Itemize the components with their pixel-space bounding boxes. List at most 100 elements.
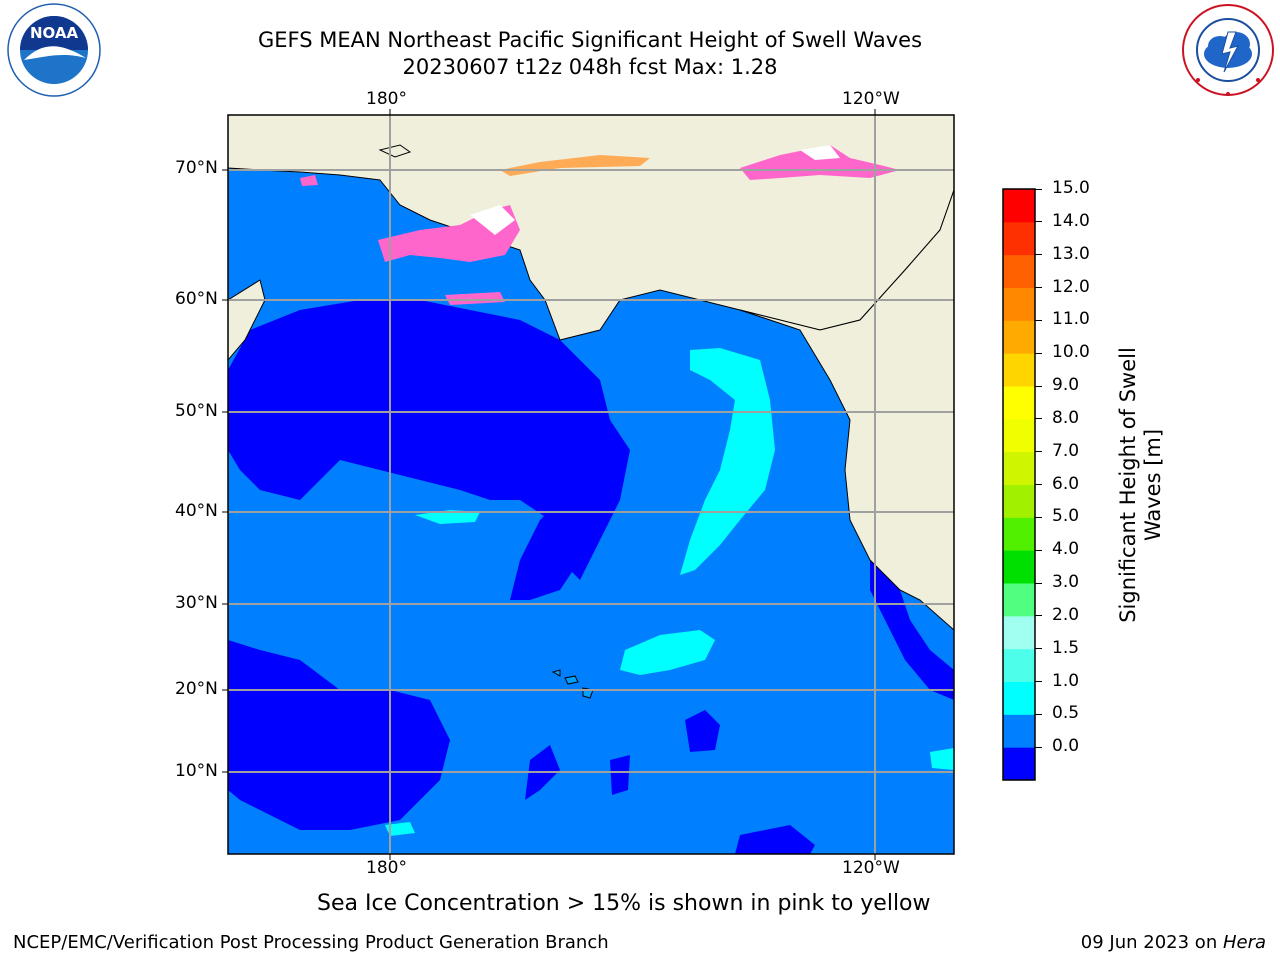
colorbar-tick-mark [1035,582,1042,584]
colorbar-tick-mark [1035,713,1042,715]
colorbar-tick-label: 0.5 [1052,703,1080,724]
lon-label-top-180: 180° [366,89,407,109]
low-swell-patch-3 [685,710,720,752]
colorbar-swatch [1003,550,1035,584]
colorbar-tick-mark [1035,254,1042,256]
gridlines [228,115,954,854]
colorbar-tick-mark [1035,352,1042,354]
colorbar-tick-label: 12.0 [1052,276,1090,297]
swell-patch-hawaii [620,630,715,675]
colorbar-tick-label: 14.0 [1052,210,1090,231]
colorbar-tick-mark [1035,516,1042,518]
lat-label-50n: 50°N [175,401,218,421]
sea-ice-beaufort [740,145,900,180]
sea-ice-east-siberian [300,175,318,186]
low-swell-region-southwest [228,640,450,830]
colorbar-tick-mark [1035,451,1042,453]
footer-credit: NCEP/EMC/Verification Post Processing Pr… [13,932,609,953]
lat-label-40n: 40°N [175,501,218,521]
low-swell-patch-4 [735,825,815,854]
colorbar-swatch [1003,747,1035,781]
colorbar-tick-label: 4.0 [1052,539,1080,560]
colorbar-tick-mark [1035,287,1042,288]
footer-date-text: 09 Jun 2023 on [1080,932,1223,953]
colorbar-tick-mark [1035,221,1042,223]
low-swell-patch-2 [610,755,630,795]
colorbar-tick-label: 15.0 [1052,178,1090,198]
swell-band-east [680,348,775,575]
colorbar-tick-label: 1.0 [1052,670,1080,691]
low-swell-tongue [510,490,590,600]
colorbar-tick-label: 8.0 [1052,407,1080,428]
map-subtitle: 20230607 t12z 048h fcst Max: 1.28 [402,55,778,79]
lon-label-bottom-180: 180° [366,858,407,878]
colorbar-swatch [1003,681,1035,715]
colorbar-tick-label: 3.0 [1052,572,1080,592]
noaa-logo: NOAA [7,3,101,97]
colorbar-swatch [1003,648,1035,682]
colorbar-swatch [1003,517,1035,551]
colorbar-tick-mark [1035,615,1042,617]
map-frame [227,114,955,855]
colorbar-swatch [1003,221,1035,256]
colorbar-swatch [1003,320,1035,354]
lat-label-70n: 70°N [175,158,218,178]
sea-ice-beaufort-core [800,145,840,160]
footer-date: 09 Jun 2023 on Hera [1081,932,1266,953]
colorbar-swatch [1003,386,1035,420]
colorbar-swatch [1003,583,1035,617]
lat-label-10n: 10°N [175,761,218,781]
lat-label-30n: 30°N [175,593,218,613]
colorbar-tick-label: 0.0 [1052,736,1080,757]
colorbar-label-line1: Significant Height of Swell [1116,347,1140,623]
colorbar-swatch [1003,353,1035,387]
colorbar-swatch [1003,418,1035,453]
low-swell-coastal [870,560,954,700]
colorbar-tick-label: 9.0 [1052,375,1080,395]
colorbar-tick-mark [1035,188,1042,190]
colorbar-tick-label: 13.0 [1052,243,1090,264]
colorbar-tick-mark [1035,484,1042,485]
north-america-land [739,115,954,631]
lat-label-20n: 20°N [175,679,218,699]
colorbar-tick-mark [1035,418,1042,420]
sea-ice-south [445,292,505,305]
sea-ice-bering-core [470,205,515,235]
colorbar-swatch [1003,254,1035,288]
noaa-logo-text: NOAA [30,24,79,42]
colorbar-tick-label: 2.0 [1052,604,1080,625]
colorbar-tick-mark [1035,319,1042,321]
colorbar [1002,188,1036,781]
colorbar-tick-label: 6.0 [1052,473,1080,494]
lon-label-top-120w: 120°W [842,89,900,109]
footer-host: Hera [1222,932,1266,953]
lon-label-bottom-120w: 120°W [842,858,900,878]
swell-patch-southeast [930,748,954,770]
colorbar-tick-label: 11.0 [1052,309,1090,330]
colorbar-swatch [1003,189,1035,223]
colorbar-swatch [1003,451,1035,485]
colorbar-tick-label: 10.0 [1052,342,1090,363]
colorbar-tick-mark [1035,385,1042,387]
low-swell-region-north [228,300,630,580]
lat-label-60n: 60°N [175,289,218,309]
sea-ice-note: Sea Ice Concentration > 15% is shown in … [317,891,931,916]
colorbar-tick-label: 5.0 [1052,506,1080,527]
map-title: GEFS MEAN Northeast Pacific Significant … [257,28,923,52]
colorbar-label-line2: Waves [m] [1141,428,1165,542]
colorbar-tick-mark [1035,681,1042,682]
nws-logo [1182,4,1274,96]
colorbar-swatch [1003,484,1035,518]
map-ticks [222,109,876,860]
colorbar-swatch [1003,615,1035,650]
colorbar-tick-mark [1035,648,1042,650]
colorbar-swatch [1003,714,1035,748]
swell-patch-west [415,510,480,524]
colorbar-tick-label: 7.0 [1052,440,1080,461]
swell-patch-southwest [385,822,415,836]
colorbar-tick-mark [1035,746,1042,748]
colorbar-swatch [1003,287,1035,321]
colorbar-tick-label: 1.5 [1052,637,1080,658]
colorbar-tick-mark [1035,549,1042,551]
